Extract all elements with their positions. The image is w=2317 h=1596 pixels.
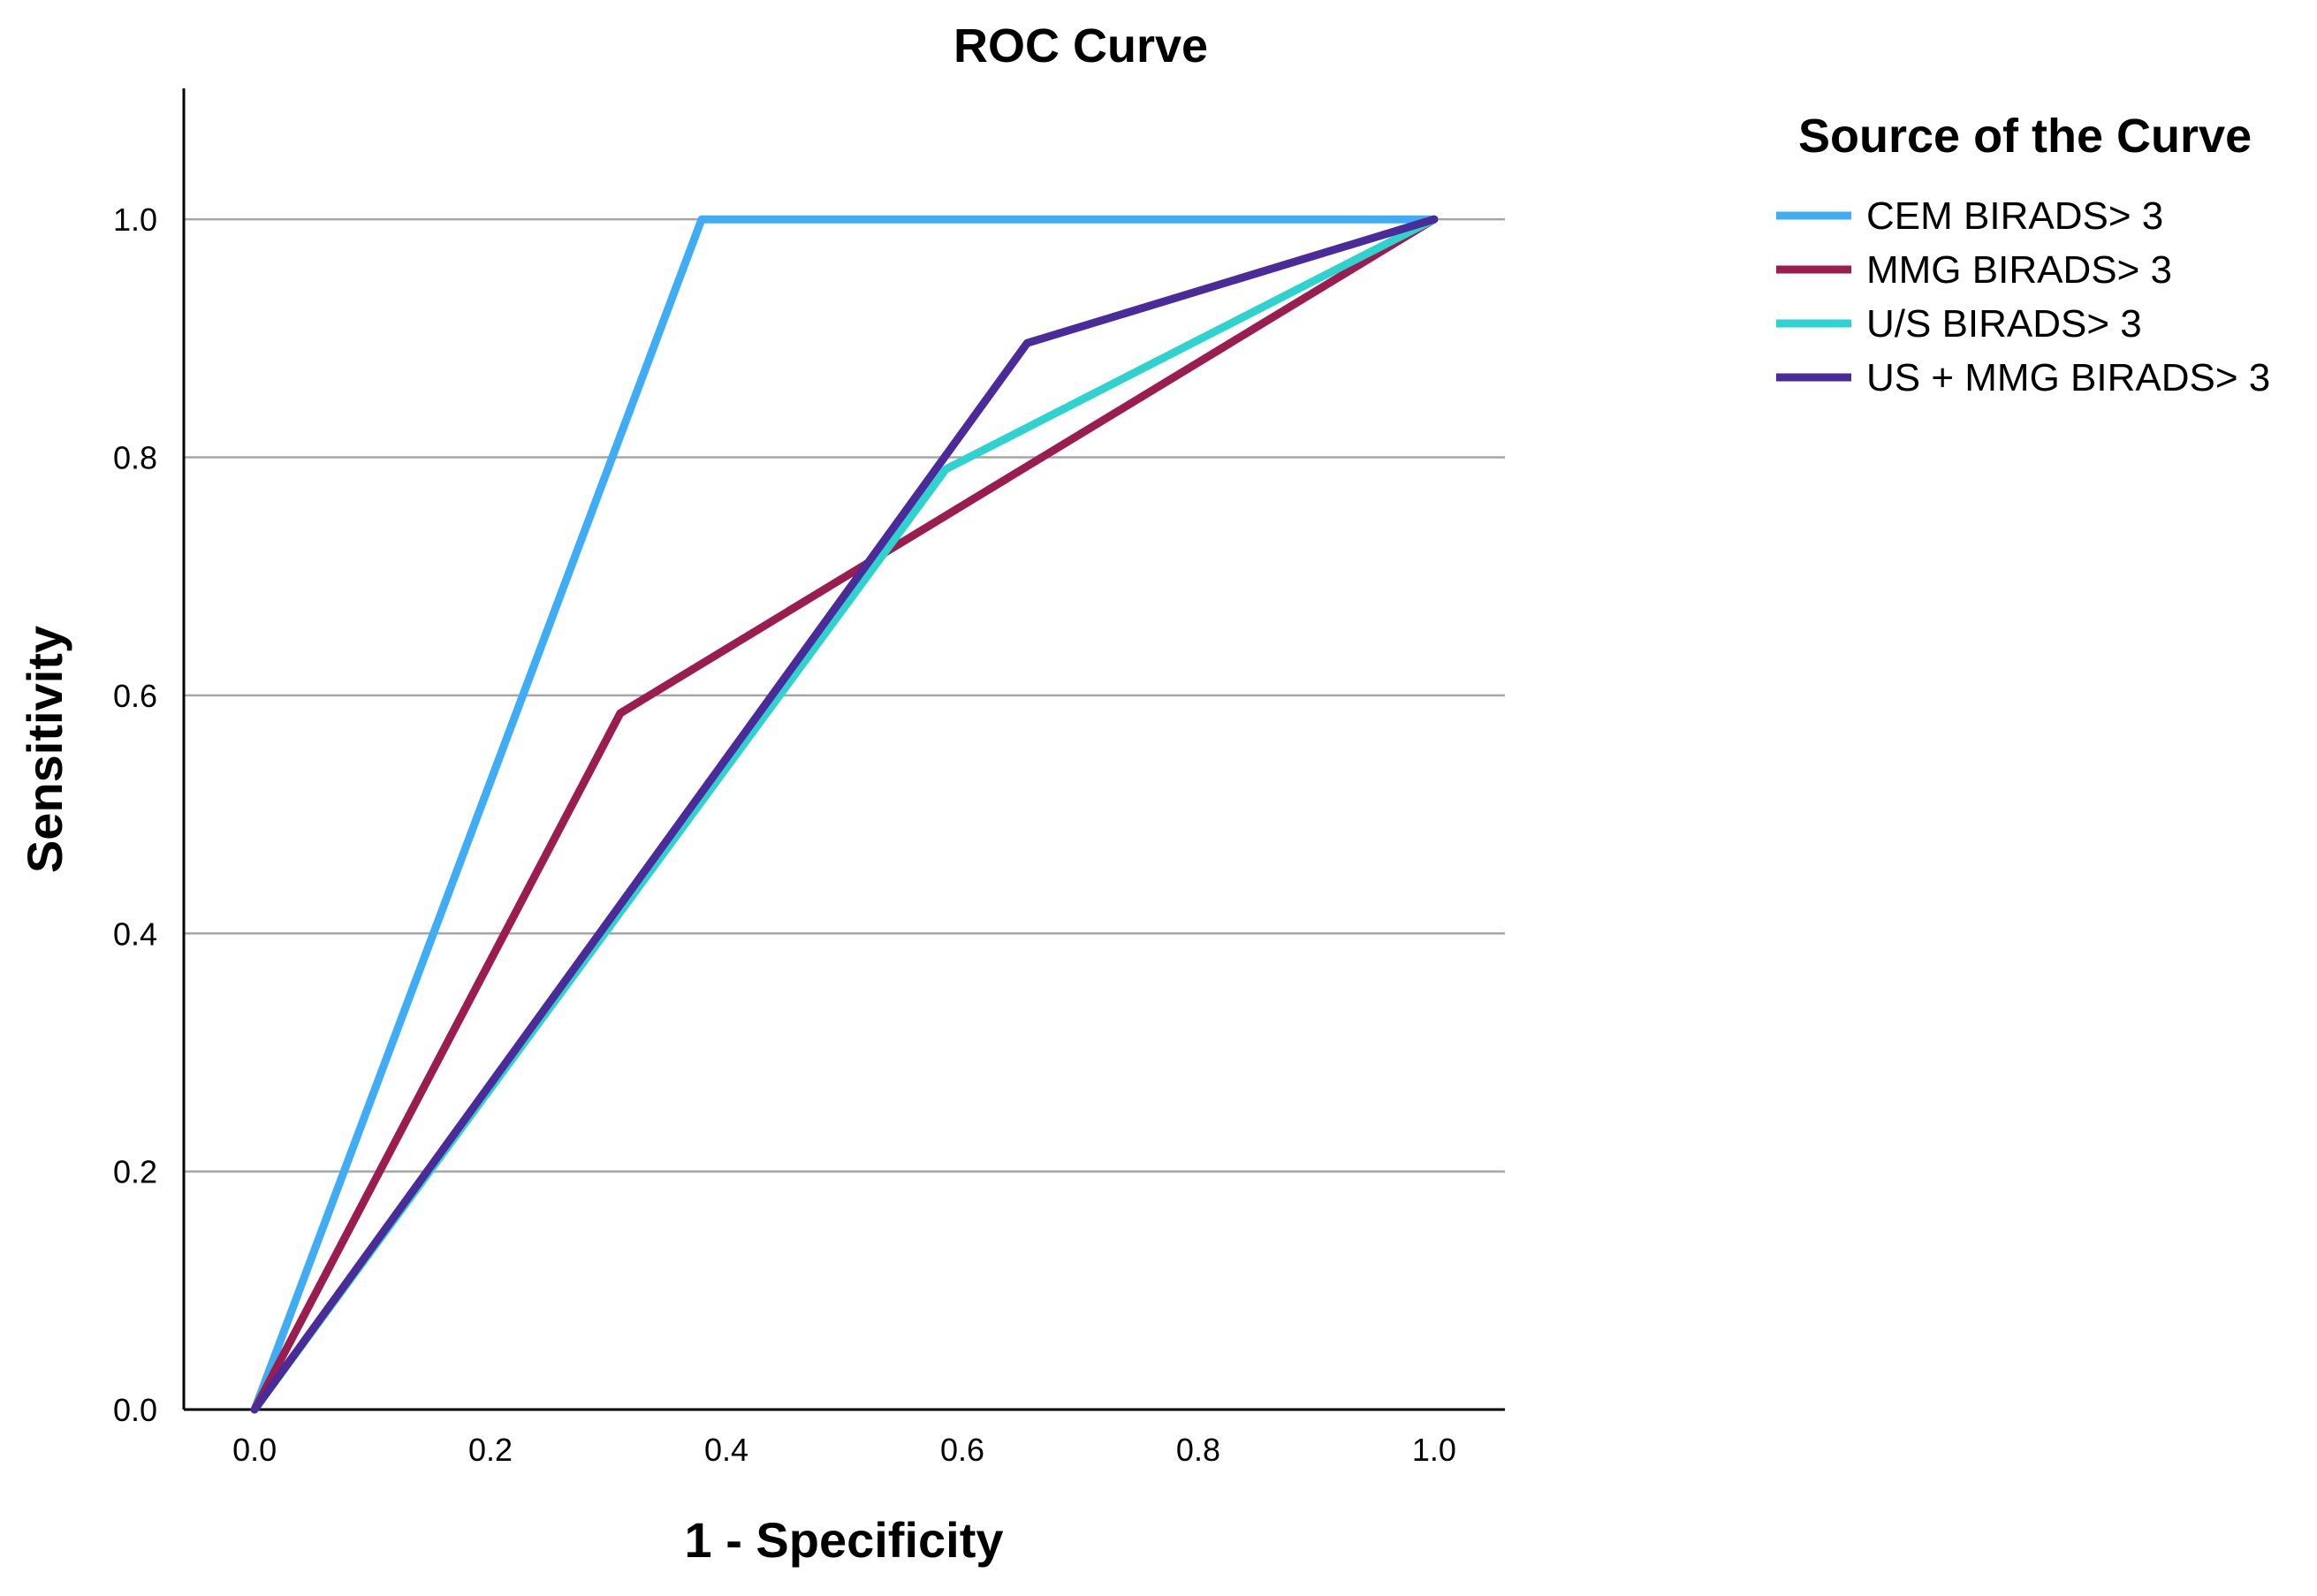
x-tick-label: 0.4 [704,1432,748,1468]
x-tick-label: 0.2 [468,1432,513,1468]
y-tick-label: 1.0 [113,201,157,238]
axes [182,88,1505,1411]
legend-label: U/S BIRADS> 3 [1866,302,2142,346]
x-axis-title: 1 - Specificity [684,1512,1003,1568]
tick-labels: 0.0 0.2 0.4 0.6 0.8 1.0 0.0 0.2 0.4 0.6 0.8 1.0 [113,201,1456,1468]
legend-label: CEM BIRADS> 3 [1866,194,2163,238]
legend-title: Source of the Curve [1798,110,2252,163]
series-line-us-mmg-birads-3 [250,215,1439,1414]
x-tick-label: 0.6 [940,1432,984,1468]
legend-items: CEM BIRADS> 3 MMG BIRADS> 3 U/S BIRADS> 3 U… [1776,194,2270,399]
y-tick-label: 0.4 [113,916,157,952]
chart-title: ROC Curve [953,19,1208,72]
y-axis-title: Sensitivity [17,626,72,873]
series-lines [250,215,1439,1414]
y-tick-label: 0.8 [113,440,157,476]
y-tick-label: 0.6 [113,678,157,714]
series-line-cem-birads-3 [250,215,1439,1414]
legend: Source of the Curve CEM BIRADS> 3 MMG BIR… [1776,110,2270,399]
legend-label: US + MMG BIRADS> 3 [1866,356,2270,399]
x-tick-label: 0.0 [232,1432,277,1468]
series-line-mmg-birads-3 [250,215,1439,1414]
y-tick-label: 0.2 [113,1154,157,1190]
x-tick-label: 0.8 [1176,1432,1220,1468]
legend-label: MMG BIRADS> 3 [1866,248,2172,292]
x-tick-label: 1.0 [1412,1432,1456,1468]
y-tick-label: 0.0 [113,1392,157,1428]
